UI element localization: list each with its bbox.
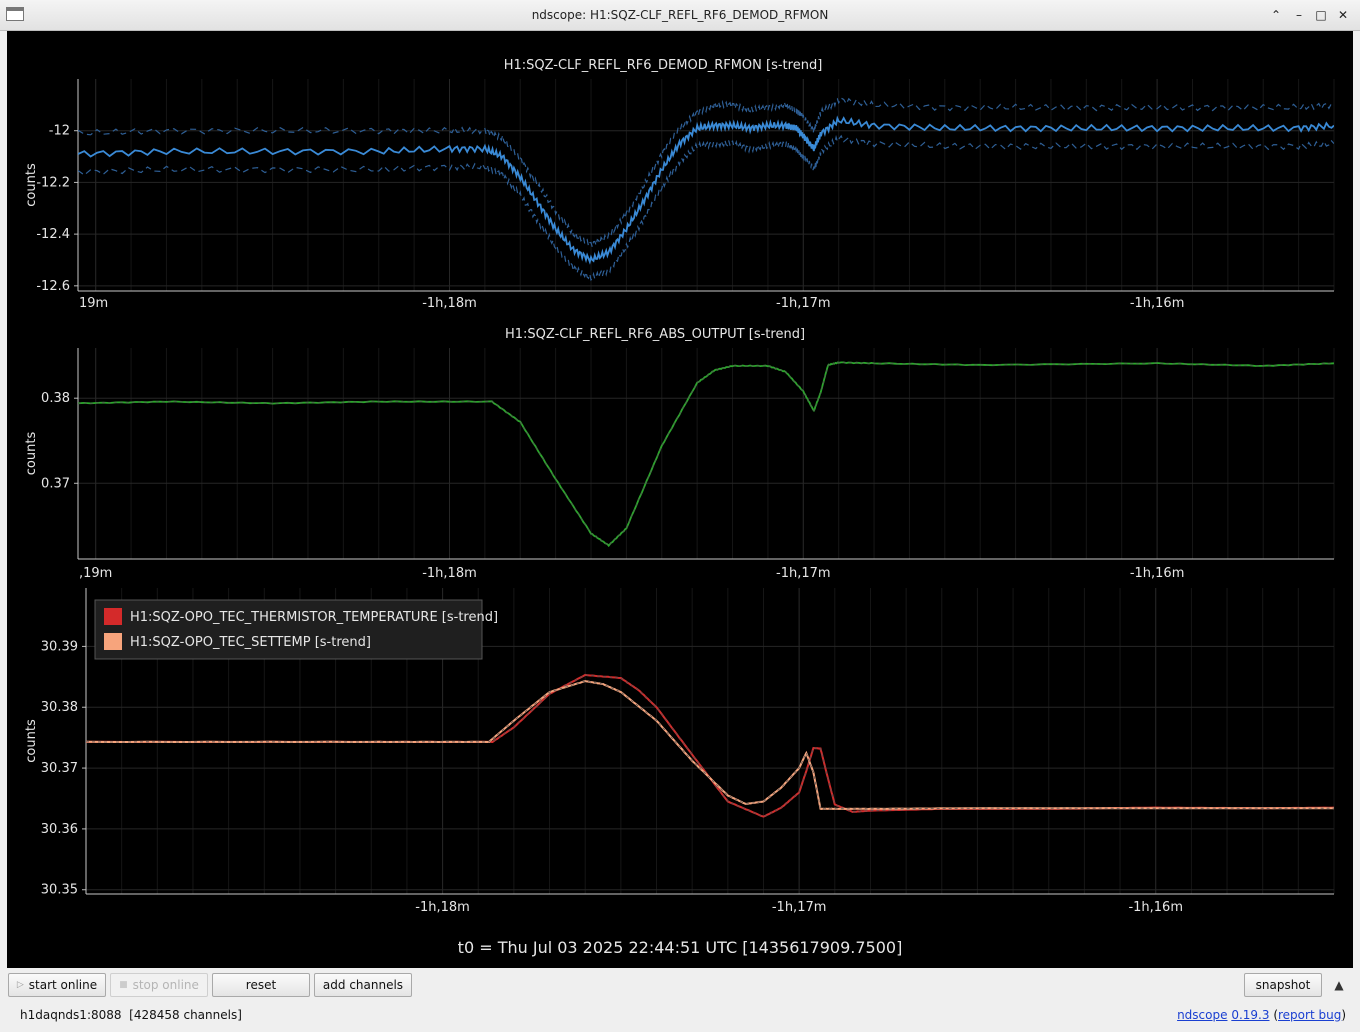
status-left: h1daqnds1:8088 [428458 channels]: [20, 1008, 242, 1022]
add-channels-button[interactable]: add channels: [314, 973, 412, 997]
stop-online-button[interactable]: ■ stop online: [110, 973, 208, 997]
plot-1-title: H1:SQZ-CLF_REFL_RF6_DEMOD_RFMON [s-trend…: [504, 58, 823, 73]
plot-1-x-tick-label: -1h,17m: [776, 296, 831, 311]
plot-1-series-mean: [78, 115, 1334, 265]
close-icon[interactable]: ✕: [1337, 8, 1349, 22]
plot-2-x-tick-label: -1h,18m: [422, 566, 477, 581]
plot-1-x-tick-label: 19m: [79, 296, 108, 311]
plots-svg[interactable]: 19m -1h,18m -1h,17m -1h,16m -12 -12.2 -12.4 -12…: [7, 31, 1353, 968]
stop-icon: ■: [119, 980, 128, 990]
window-titlebar: ndscope: H1:SQZ-CLF_REFL_RF6_DEMOD_RFMON…: [0, 0, 1360, 31]
server-address: h1daqnds1:8088: [20, 1008, 122, 1022]
plot-2-x-tick-label: -1h,17m: [776, 566, 831, 581]
plot-3-series-h1-sqz-opo-tec-settemp-s-trend: [86, 679, 1334, 811]
plot-3-y-tick-label: 30.38: [41, 700, 78, 715]
plot-3-series-minmax-overlay: [86, 674, 1334, 818]
minimize-icon[interactable]: –: [1296, 8, 1302, 22]
plot-3-legend-swatch: [104, 608, 122, 625]
plot-1-y-tick-label: -12: [49, 124, 70, 139]
plot-2-title: H1:SQZ-CLF_REFL_RF6_ABS_OUTPUT [s-trend]: [505, 327, 805, 342]
status-right: ndscope 0.19.3 (report bug): [1177, 1008, 1346, 1022]
plot-1-series-min: [78, 134, 1334, 282]
plot-2-series-trace: [78, 361, 1334, 548]
snapshot-button[interactable]: snapshot: [1244, 973, 1322, 997]
plot-2-y-tick-label: 0.37: [41, 476, 70, 491]
plot-2-series-minmax-overlay: [78, 361, 1334, 547]
plot-3-series-minmax-overlay: [86, 680, 1334, 810]
plot-1-x-tick-label: -1h,16m: [1130, 296, 1185, 311]
start-online-button[interactable]: ▷ start online: [8, 973, 106, 997]
plot-1-y-tick-label: -12.4: [36, 227, 70, 242]
channel-count: [428458 channels]: [129, 1008, 242, 1022]
plot-2-x-tick-label: -1h,16m: [1130, 566, 1185, 581]
plot-3-legend-label: H1:SQZ-OPO_TEC_THERMISTOR_TEMPERATURE [s…: [130, 610, 498, 625]
ndscope-link[interactable]: ndscope: [1177, 1008, 1228, 1022]
expand-panel-icon[interactable]: ▲: [1334, 978, 1344, 992]
play-icon: ▷: [16, 980, 24, 990]
version-link[interactable]: 0.19.3: [1231, 1008, 1270, 1022]
plot-3-x-tick-label: -1h,18m: [415, 900, 470, 915]
chevron-up-icon[interactable]: ⌃: [1270, 8, 1282, 22]
start-online-label: start online: [28, 978, 98, 992]
plot-3-y-tick-label: 30.35: [41, 883, 78, 898]
plot-3-legend: H1:SQZ-OPO_TEC_THERMISTOR_TEMPERATURE [s…: [94, 599, 498, 660]
stop-online-label: stop online: [132, 978, 199, 992]
footer-time: t0 = Thu Jul 03 2025 22:44:51 UTC [14356…: [458, 938, 903, 957]
plot-2-x-tick-label: ,19m: [79, 566, 112, 581]
plot-1-y-tick-label: -12.6: [36, 279, 70, 294]
plot-3-x-tick-label: -1h,16m: [1128, 900, 1183, 915]
plot-1-y-tick-label: -12.2: [36, 175, 70, 190]
plot-3-legend-swatch: [104, 633, 122, 650]
plot-1-y-axis-label: counts: [24, 163, 39, 207]
plot-3-y-tick-label: 30.36: [41, 822, 78, 837]
plot-3-y-tick-label: 30.39: [41, 639, 78, 654]
plot-1-series-max: [78, 97, 1334, 250]
plot-3-y-tick-label: 30.37: [41, 761, 78, 776]
plot-2-y-axis-label: counts: [24, 432, 39, 476]
plot-1-x-tick-label: -1h,18m: [422, 296, 477, 311]
plot-3-y-axis-label: counts: [24, 719, 39, 763]
plot-3-legend-label: H1:SQZ-OPO_TEC_SETTEMP [s-trend]: [130, 635, 371, 650]
window-app-icon: [6, 7, 24, 21]
plot-3-legend-box: [94, 599, 483, 660]
report-bug-link[interactable]: report bug: [1278, 1008, 1342, 1022]
maximize-icon[interactable]: □: [1315, 8, 1327, 22]
reset-button[interactable]: reset: [212, 973, 310, 997]
plot-3-x-tick-label: -1h,17m: [772, 900, 827, 915]
scope-canvas[interactable]: 19m -1h,18m -1h,17m -1h,16m -12 -12.2 -12.4 -12…: [7, 31, 1353, 968]
plot-2-y-tick-label: 0.38: [41, 391, 70, 406]
window-title: ndscope: H1:SQZ-CLF_REFL_RF6_DEMOD_RFMON: [531, 8, 829, 22]
plot-3-series-h1-sqz-opo-tec-thermistor-temperature-s-trend: [86, 673, 1334, 818]
